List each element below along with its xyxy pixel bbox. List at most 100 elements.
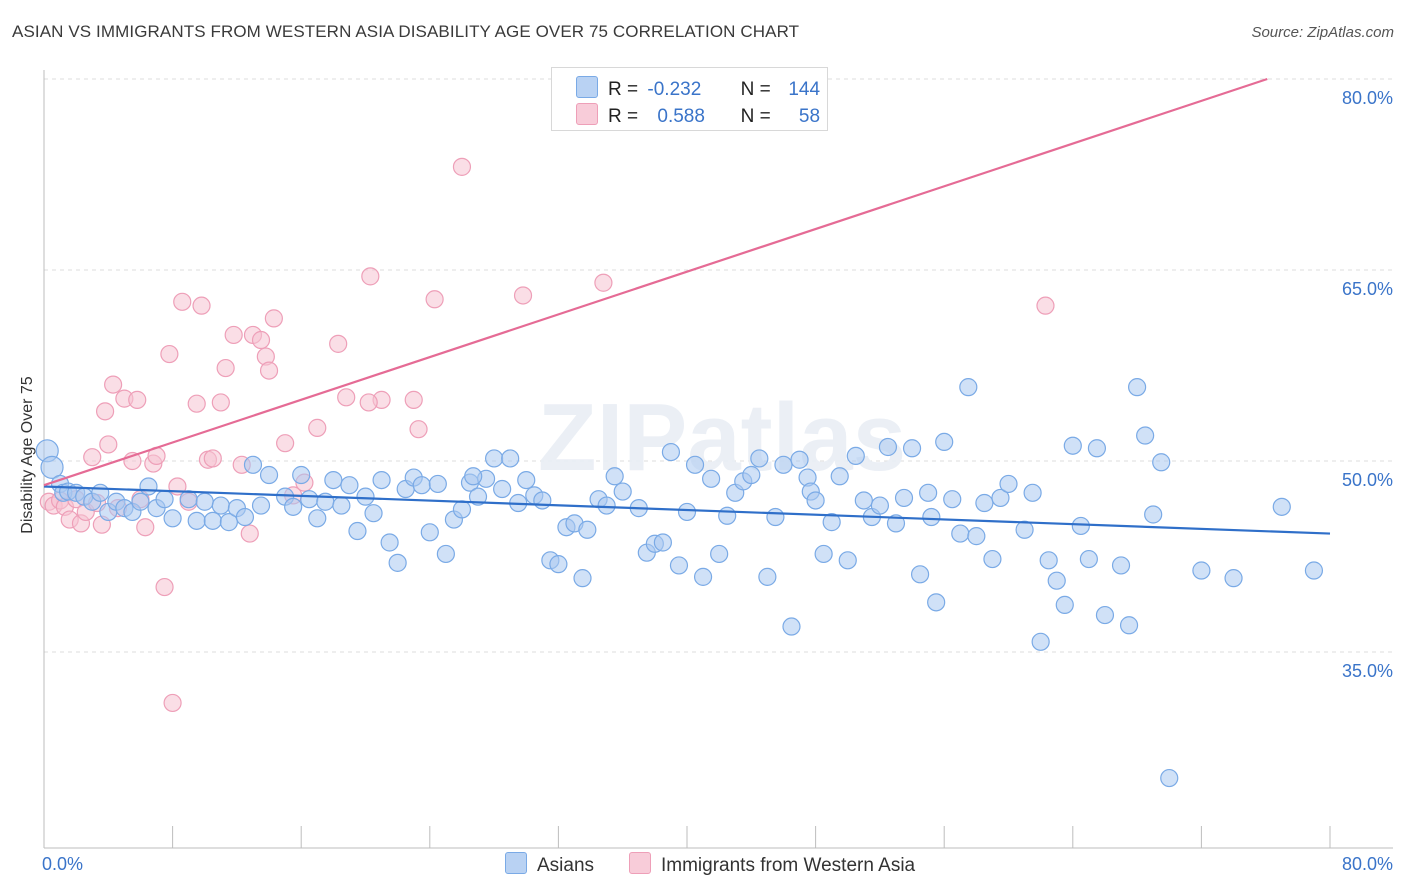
data-point — [1136, 426, 1155, 445]
data-point — [359, 393, 378, 412]
immigrants-swatch — [576, 103, 598, 125]
data-point — [959, 378, 978, 397]
data-point — [155, 577, 174, 597]
data-point — [1079, 549, 1098, 569]
data-point — [1304, 561, 1324, 580]
data-point — [308, 509, 327, 528]
data-point — [235, 507, 255, 527]
data-point — [308, 418, 327, 437]
series-asians-points — [35, 378, 1324, 788]
data-point — [1160, 768, 1179, 788]
data-point — [452, 500, 472, 519]
data-point — [758, 567, 777, 586]
data-point — [806, 491, 825, 510]
data-point — [910, 565, 930, 584]
data-point — [513, 286, 533, 305]
data-point — [501, 449, 520, 468]
data-point — [517, 471, 536, 490]
data-point — [259, 465, 279, 485]
data-point — [361, 267, 380, 286]
data-point — [653, 533, 672, 552]
data-point — [187, 511, 206, 530]
data-point — [677, 502, 697, 522]
data-point — [750, 449, 769, 468]
data-point — [1071, 516, 1090, 536]
data-point — [163, 693, 182, 713]
data-point — [894, 488, 914, 508]
trend-lines — [43, 77, 1331, 535]
data-point — [605, 467, 624, 486]
data-point — [854, 491, 873, 510]
data-point — [983, 549, 1002, 569]
data-point — [219, 513, 238, 532]
data-point — [356, 487, 375, 506]
data-point — [573, 569, 592, 588]
data-point — [300, 490, 319, 509]
tick-labels: 35.0% 50.0% 65.0% 80.0% 0.0% 80.0% — [42, 88, 1393, 874]
data-point — [179, 490, 198, 509]
data-point — [243, 455, 263, 474]
data-point — [814, 544, 833, 564]
data-point — [409, 420, 428, 439]
data-point — [1015, 520, 1034, 539]
data-point — [240, 524, 259, 543]
data-point — [83, 448, 102, 467]
data-point — [935, 432, 954, 451]
data-point — [902, 439, 922, 458]
data-point — [790, 450, 809, 469]
data-point — [1023, 483, 1042, 502]
x-tick-label: 0.0% — [42, 854, 83, 874]
data-point — [702, 469, 721, 488]
data-point — [1063, 436, 1082, 455]
data-point — [192, 296, 211, 315]
data-point — [40, 455, 64, 479]
data-point — [919, 483, 938, 502]
data-point — [594, 273, 613, 292]
data-point — [211, 496, 230, 515]
data-point — [927, 593, 946, 612]
data-point — [203, 511, 222, 530]
data-point — [661, 442, 681, 462]
data-point — [388, 553, 407, 572]
data-point — [420, 523, 439, 542]
data-point — [878, 437, 898, 457]
data-point — [578, 520, 597, 539]
data-point — [224, 325, 243, 345]
data-point — [380, 533, 399, 552]
data-point — [1047, 571, 1066, 590]
data-point — [870, 496, 890, 515]
x-tick-label: 80.0% — [1342, 854, 1393, 874]
data-point — [838, 551, 857, 570]
r-label: R = — [608, 79, 639, 100]
data-point — [173, 292, 192, 311]
data-point — [710, 544, 729, 564]
data-point — [276, 434, 295, 453]
data-point — [203, 449, 222, 468]
asians-trend-line — [43, 485, 1331, 535]
data-point — [155, 490, 174, 509]
data-point — [99, 435, 118, 454]
data-point — [211, 393, 230, 412]
data-point — [1039, 551, 1058, 570]
data-point — [597, 496, 616, 515]
data-point — [95, 402, 115, 421]
source-label: Source: ZipAtlas.com — [1251, 24, 1394, 41]
legend-item-asians[interactable]: Asians — [505, 852, 594, 877]
data-point — [216, 358, 235, 378]
data-point — [533, 491, 552, 510]
data-point — [251, 330, 271, 350]
data-point — [337, 388, 356, 407]
data-point — [967, 527, 986, 546]
y-tick-label: 80.0% — [1342, 88, 1393, 108]
data-point — [693, 567, 713, 586]
data-point — [991, 488, 1010, 508]
data-point — [1272, 497, 1291, 516]
legend-item-immigrants[interactable]: Immigrants from Western Asia — [629, 852, 915, 877]
data-point — [468, 487, 488, 506]
data-point — [428, 474, 447, 494]
data-point — [324, 471, 343, 490]
data-point — [485, 449, 504, 468]
data-point — [464, 467, 483, 486]
data-point — [742, 465, 761, 485]
